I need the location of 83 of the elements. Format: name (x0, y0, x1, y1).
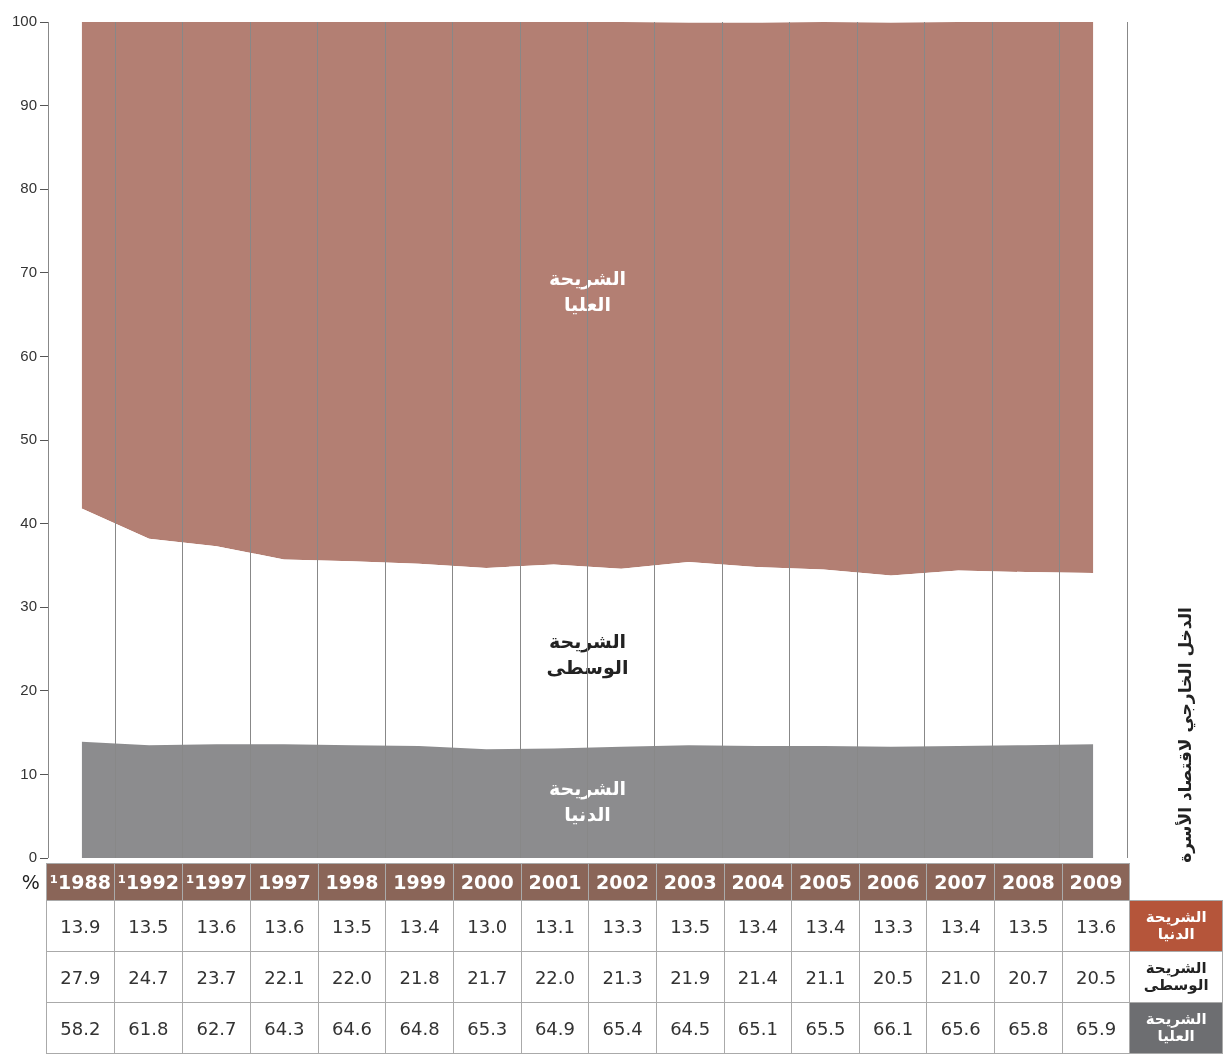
text: الشريحة الوسطى (1143, 959, 1209, 994)
x-tick-label: 2003 (656, 863, 725, 901)
y-tick-label: 70 (20, 262, 37, 280)
text: الشريحة الدنيا (1145, 908, 1207, 943)
x-tick-label: 2008 (994, 863, 1063, 901)
y-tick-label: 30 (20, 597, 37, 615)
y-tick-label: 0 (28, 848, 37, 866)
y-tick-label: 20 (20, 680, 37, 698)
data-label: 13.9 (46, 900, 115, 952)
data-label: 13.4 (724, 900, 792, 952)
x-tick-label: 2005 (791, 863, 860, 901)
y-tick-label: 40 (20, 513, 37, 531)
data-label: 24.7 (114, 951, 183, 1003)
data-label: 20.5 (859, 951, 927, 1003)
x-tick-label: ¹1988 (46, 863, 115, 901)
data-label: 21.8 (385, 951, 454, 1003)
data-label: 65.8 (994, 1002, 1063, 1054)
y-tick-label: 50 (20, 430, 37, 448)
data-label: 65.3 (453, 1002, 522, 1054)
data-label: 64.6 (318, 1002, 386, 1054)
data-label: 64.3 (250, 1002, 319, 1054)
data-label: 13.6 (1062, 900, 1130, 952)
data-label: 66.1 (859, 1002, 927, 1054)
data-label: 21.0 (926, 951, 995, 1003)
data-label: 64.9 (521, 1002, 589, 1054)
x-tick-label: ¹1997 (182, 863, 251, 901)
data-label: 13.0 (453, 900, 522, 952)
y-tick-label: 100 (11, 12, 37, 30)
y-axis-title: % (0, 863, 47, 901)
y-tick-label: 10 (20, 764, 37, 782)
data-label: 13.1 (521, 900, 589, 952)
x-tick-label: 2007 (926, 863, 995, 901)
x-tick-label: 1998 (318, 863, 386, 901)
data-label: 22.0 (521, 951, 589, 1003)
data-label: 58.2 (46, 1002, 115, 1054)
y-tick-label: 80 (20, 179, 37, 197)
data-label: 65.9 (1062, 1002, 1130, 1054)
data-label: 65.5 (791, 1002, 860, 1054)
data-label: 13.4 (926, 900, 995, 952)
y-tick-label: 60 (20, 346, 37, 364)
data-label: 13.3 (588, 900, 657, 952)
x-tick-label: ¹1992 (114, 863, 183, 901)
data-label: 13.4 (385, 900, 454, 952)
data-label: 21.7 (453, 951, 522, 1003)
data-label: 64.5 (656, 1002, 725, 1054)
series-label: الشريحة الدنيا (548, 777, 627, 826)
x-tick-label: 1999 (385, 863, 454, 901)
data-label: 13.6 (250, 900, 319, 952)
data-label: 13.3 (859, 900, 927, 952)
data-label: 13.5 (114, 900, 183, 952)
data-label: 21.9 (656, 951, 725, 1003)
text: الشريحة العليا (1145, 1010, 1207, 1045)
x-tick-label: 2000 (453, 863, 522, 901)
data-label: 65.6 (926, 1002, 995, 1054)
data-label: 13.5 (656, 900, 725, 952)
data-label: 62.7 (182, 1002, 251, 1054)
series-label: الشريحة الوسطى (546, 630, 629, 680)
data-label: 13.5 (994, 900, 1063, 952)
data-label: 20.5 (1062, 951, 1130, 1003)
x-tick-label: 2009 (1062, 863, 1130, 901)
data-label: 22.0 (318, 951, 386, 1003)
x-tick-label: 1997 (250, 863, 319, 901)
x-tick-label: 2002 (588, 863, 657, 901)
series-label: الشريحة العليا (548, 267, 627, 316)
data-label: 13.6 (182, 900, 251, 952)
data-label: 23.7 (182, 951, 251, 1003)
x-tick-label: 2006 (859, 863, 927, 901)
data-label: 20.7 (994, 951, 1063, 1003)
x-tick-label: 2001 (521, 863, 589, 901)
data-label: 21.4 (724, 951, 792, 1003)
data-label: 65.4 (588, 1002, 657, 1054)
y-tick-label: 90 (20, 95, 37, 113)
data-label: 22.1 (250, 951, 319, 1003)
data-label: 13.4 (791, 900, 860, 952)
x-tick-label: 2004 (724, 863, 792, 901)
text: الدخل الخارجي لاقتصاد الأسرة (1175, 607, 1195, 863)
data-label: 61.8 (114, 1002, 183, 1054)
data-label: 64.8 (385, 1002, 454, 1054)
data-label: 65.1 (724, 1002, 792, 1054)
data-label: 13.5 (318, 900, 386, 952)
data-label: 21.3 (588, 951, 657, 1003)
data-label: 21.1 (791, 951, 860, 1003)
data-label: 27.9 (46, 951, 115, 1003)
